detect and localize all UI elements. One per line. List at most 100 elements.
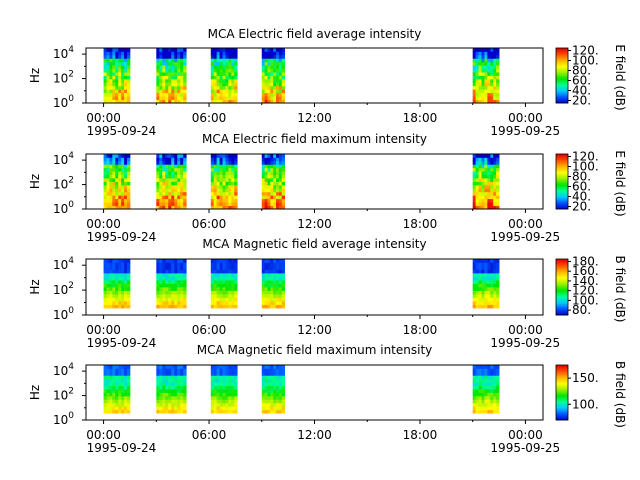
spectrogram-cell: [118, 75, 122, 80]
spectrogram-cell: [496, 61, 500, 66]
spectrogram-cell: [174, 399, 178, 404]
spectrogram-cell: [106, 294, 110, 298]
spectrogram-cell: [210, 392, 215, 397]
spectrogram-cell: [213, 58, 218, 63]
spectrogram-cell: [162, 304, 166, 309]
spectrogram-cell: [112, 409, 116, 414]
spectrogram-cell: [261, 395, 266, 400]
spectrogram-cell: [484, 304, 488, 309]
spectrogram-cell: [278, 85, 283, 90]
spectrogram-cell: [156, 65, 160, 70]
spectrogram-block: [156, 365, 187, 414]
colorbar-segment: [556, 275, 568, 278]
spectrogram-cell: [472, 375, 477, 380]
spectrogram-cell: [496, 160, 500, 165]
spectrogram-cell: [109, 273, 113, 277]
spectrogram-cell: [278, 164, 283, 169]
spectrogram-cell: [213, 368, 218, 373]
spectrogram-cell: [270, 58, 274, 63]
spectrogram-cell: [278, 382, 283, 387]
spectrogram-cell: [478, 378, 482, 383]
spectrogram-cell: [103, 154, 107, 158]
spectrogram-cell: [267, 266, 271, 270]
spectrogram-cell: [490, 371, 494, 376]
spectrogram-cell: [493, 48, 497, 52]
colorbar-segment: [556, 310, 568, 313]
spectrogram-cell: [127, 262, 131, 267]
spectrogram-cell: [273, 54, 277, 59]
spectrogram-cell: [121, 85, 125, 90]
spectrogram-cell: [496, 304, 500, 309]
spectrogram-cell: [106, 181, 110, 186]
spectrogram-cell: [222, 375, 226, 380]
spectrogram-cell: [490, 174, 494, 179]
spectrogram-cell: [159, 202, 163, 206]
spectrogram-cell: [481, 402, 485, 407]
spectrogram-cell: [222, 365, 226, 369]
spectrogram-cell: [219, 375, 223, 380]
spectrogram-cell: [162, 297, 166, 302]
spectrogram-cell: [165, 82, 169, 87]
spectrogram-cell: [118, 409, 122, 414]
spectrogram-cell: [127, 294, 131, 298]
spectrogram-cell: [219, 389, 223, 393]
spectrogram-cell: [484, 160, 488, 165]
spectrogram-cell: [278, 297, 283, 302]
spectrogram-cell: [106, 202, 110, 206]
colorbar-segment: [556, 191, 568, 193]
spectrogram-cell: [481, 65, 485, 70]
spectrogram-cell: [177, 262, 181, 267]
spectrogram-cell: [156, 184, 160, 189]
spectrogram-cell: [273, 157, 277, 162]
spectrogram-cell: [472, 259, 477, 263]
spectrogram-cell: [261, 181, 266, 186]
spectrogram-cell: [171, 406, 175, 411]
spectrogram-cell: [219, 75, 223, 80]
spectrogram-cell: [112, 205, 116, 210]
panel-title: MCA Magnetic field maximum intensity: [197, 343, 433, 357]
spectrogram-block: [103, 365, 131, 414]
spectrogram-cell: [261, 157, 266, 162]
spectrogram-cell: [225, 157, 229, 162]
spectrogram-cell: [472, 157, 477, 162]
spectrogram-cell: [222, 198, 226, 203]
spectrogram-cell: [264, 301, 268, 305]
spectrogram-cell: [278, 276, 283, 281]
spectrogram-cell: [234, 184, 238, 189]
spectrogram-cell: [496, 178, 500, 182]
spectrogram-cell: [264, 287, 268, 291]
spectrogram-cell: [219, 174, 223, 179]
spectrogram-cell: [159, 371, 163, 376]
spectrogram-cell: [270, 75, 274, 80]
spectrogram-cell: [171, 276, 175, 281]
spectrogram-cell: [493, 174, 497, 179]
spectrogram-cell: [115, 276, 119, 281]
colorbar-segment: [556, 180, 568, 182]
colorbar-segment: [556, 94, 568, 97]
spectrogram-cell: [475, 58, 479, 63]
spectrogram-cell: [219, 382, 223, 387]
spectrogram-cell: [234, 154, 238, 158]
spectrogram-cell: [270, 368, 274, 373]
spectrogram-cell: [276, 392, 280, 397]
spectrogram-cell: [493, 375, 497, 380]
y-tick-label: 102: [53, 70, 74, 86]
spectrogram-cell: [481, 171, 485, 176]
spectrogram-cell: [216, 280, 220, 284]
spectrogram-cell: [177, 385, 181, 390]
spectrogram-cell: [276, 399, 280, 404]
spectrogram-cell: [478, 375, 482, 380]
spectrogram-cell: [159, 392, 163, 397]
spectrogram-cell: [159, 51, 163, 56]
spectrogram-cell: [484, 48, 488, 52]
spectrogram-cell: [231, 280, 235, 284]
colorbar-segment: [556, 189, 568, 192]
spectrogram-cell: [165, 262, 169, 267]
spectrogram-cell: [216, 154, 220, 158]
spectrogram-cell: [174, 304, 178, 309]
spectrogram-cell: [478, 276, 482, 281]
spectrogram-cell: [121, 99, 125, 104]
spectrogram-cell: [222, 184, 226, 189]
spectrogram-cell: [264, 392, 268, 397]
spectrogram-cell: [231, 371, 235, 376]
